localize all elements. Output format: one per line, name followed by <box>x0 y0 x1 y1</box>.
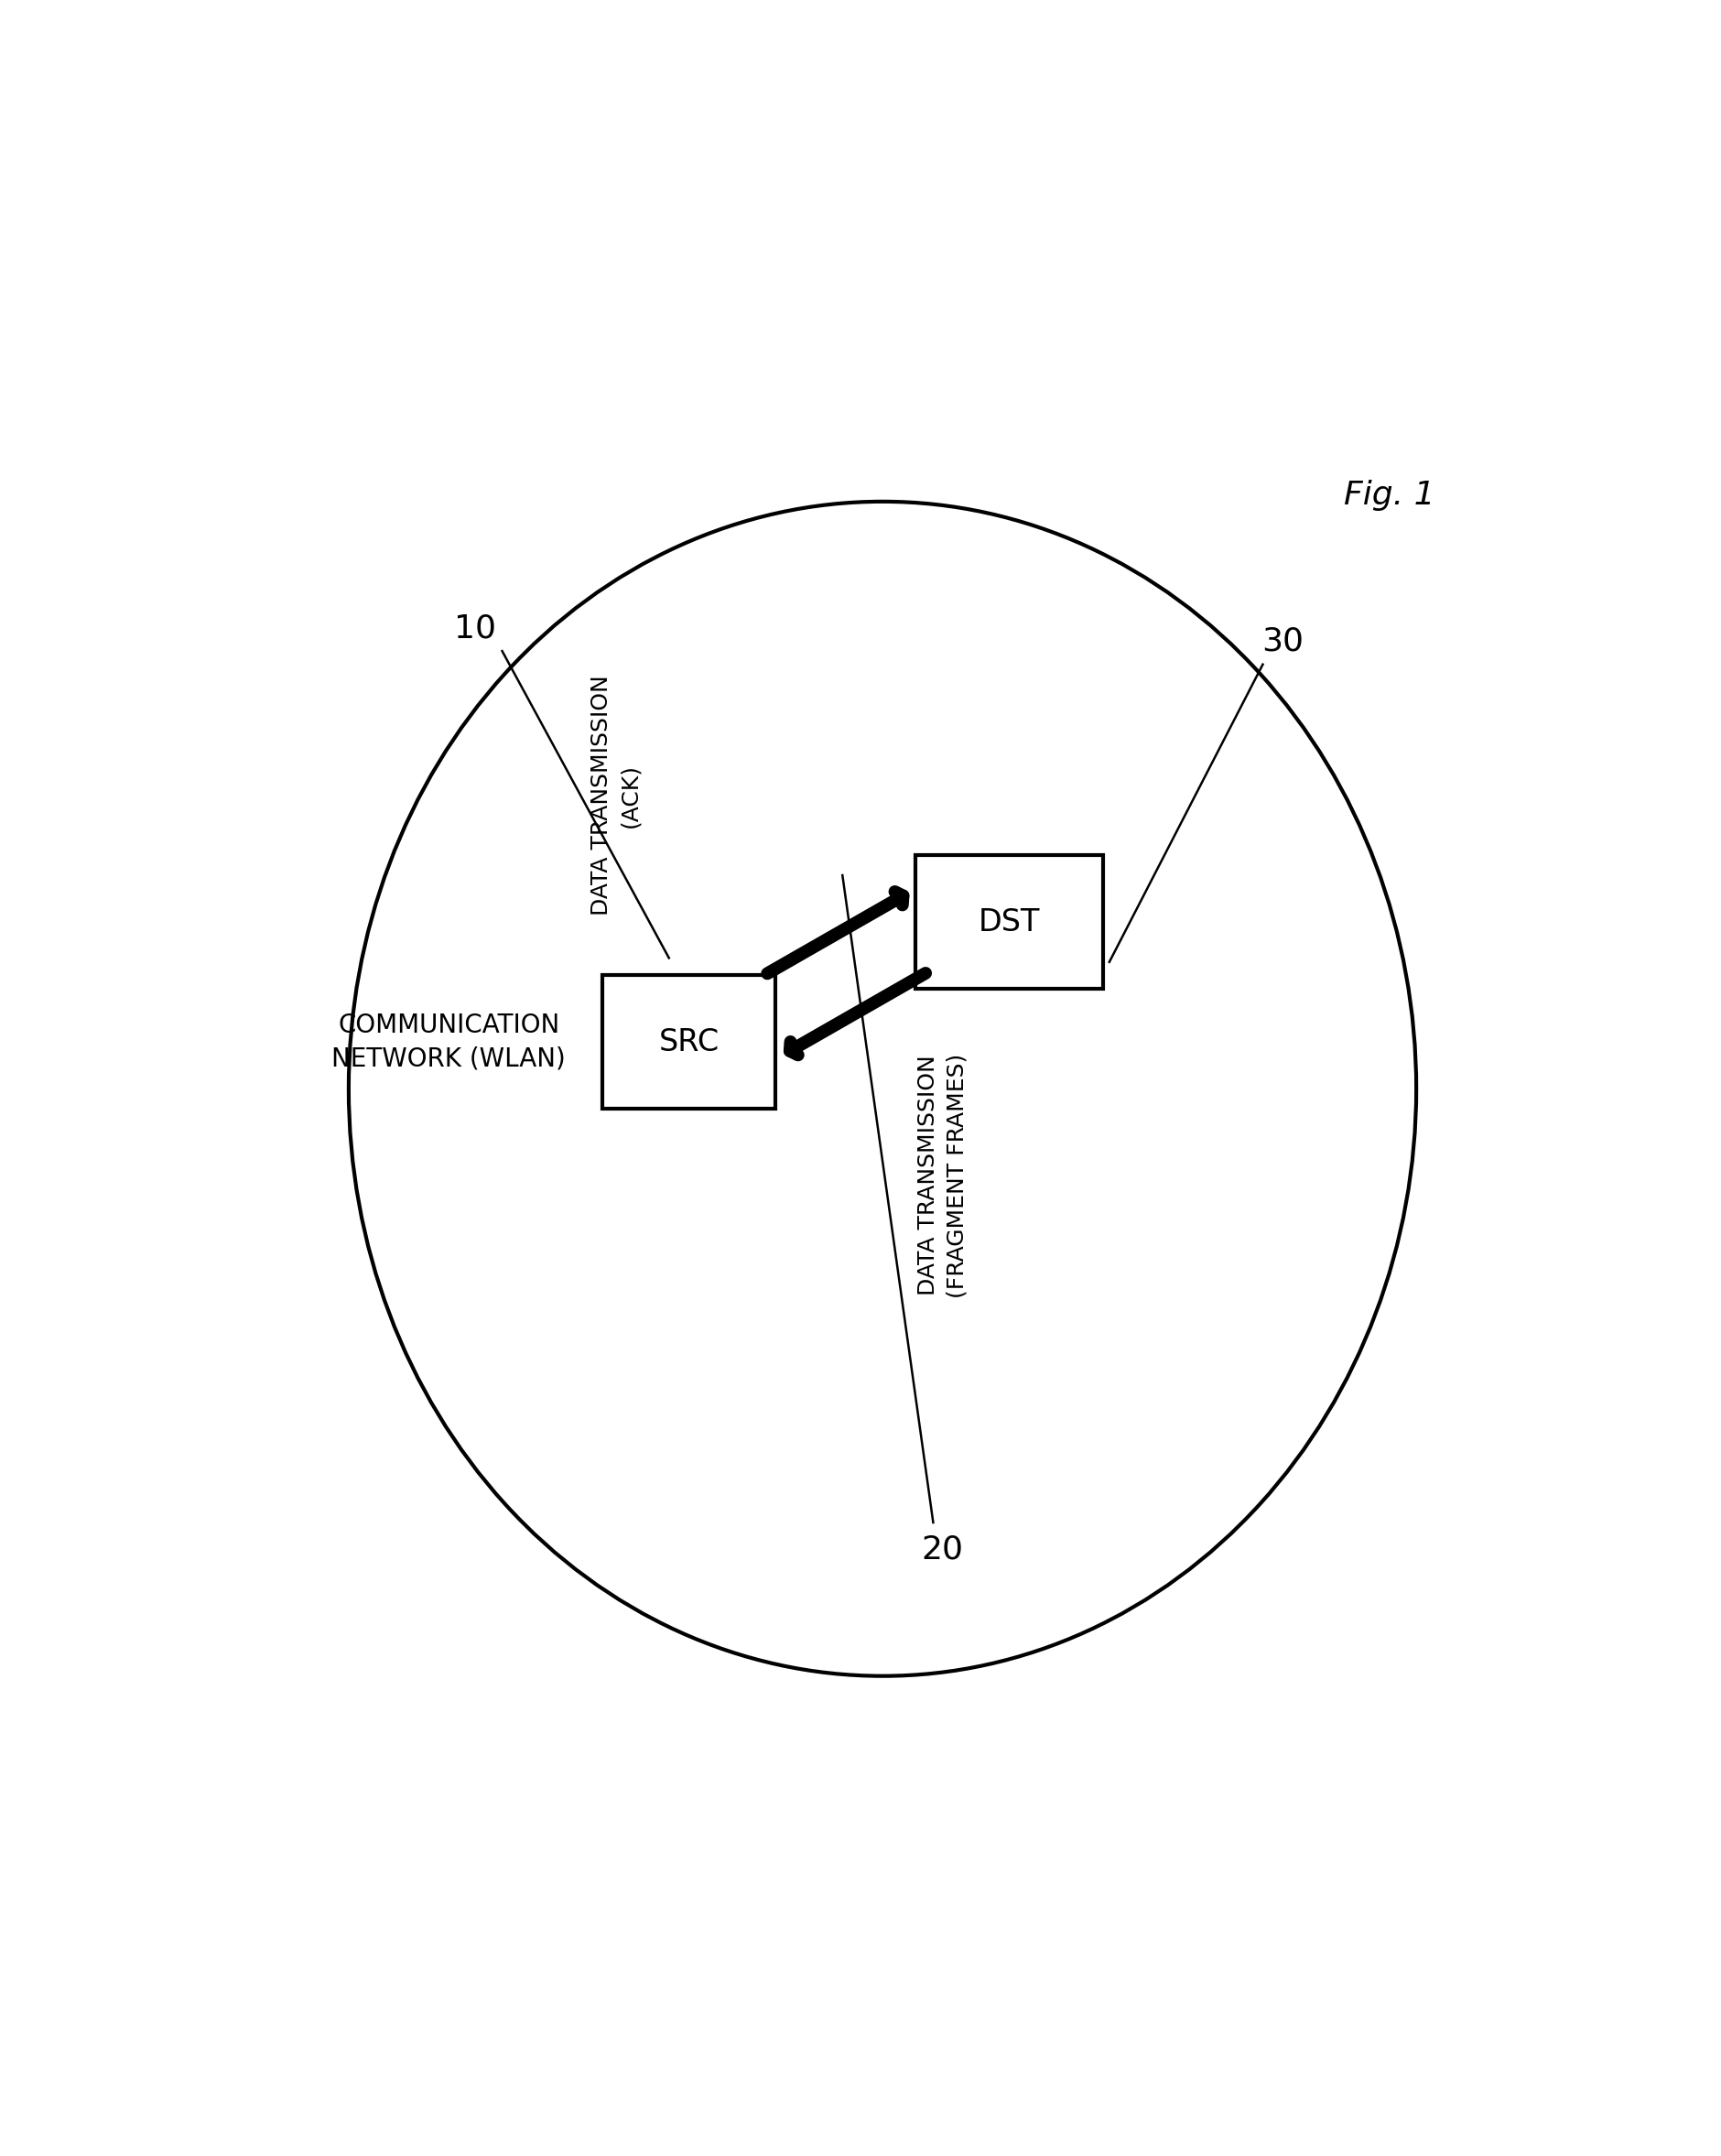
Text: DATA TRANSMISSION
(ACK): DATA TRANSMISSION (ACK) <box>590 675 640 916</box>
Text: DATA TRANSMISSION
(FRAGMENT FRAMES): DATA TRANSMISSION (FRAGMENT FRAMES) <box>917 1052 967 1298</box>
Text: SRC: SRC <box>659 1026 719 1056</box>
Text: Fig. 1: Fig. 1 <box>1344 479 1434 511</box>
Text: 30: 30 <box>1261 625 1303 658</box>
Bar <box>602 975 774 1108</box>
Text: 10: 10 <box>454 612 496 645</box>
Text: COMMUNICATION
NETWORK (WLAN): COMMUNICATION NETWORK (WLAN) <box>332 1013 566 1072</box>
Text: 20: 20 <box>921 1533 964 1565</box>
Ellipse shape <box>348 502 1415 1675</box>
Bar <box>916 856 1101 990</box>
Text: DST: DST <box>978 908 1039 938</box>
